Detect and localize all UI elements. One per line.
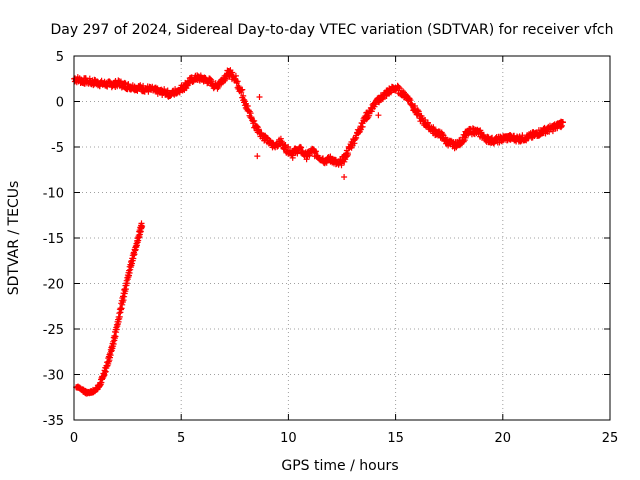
x-axis-label: GPS time / hours [281, 458, 398, 474]
y-tick-label: -30 [43, 369, 64, 384]
data-point [264, 134, 270, 141]
y-tick-label: -25 [43, 323, 64, 338]
y-tick-label: -35 [43, 414, 64, 429]
data-point [251, 117, 258, 124]
data-point [406, 96, 413, 103]
data-point [352, 136, 359, 143]
data-point [138, 220, 145, 227]
tick-labels: 0 5 10 15 20 25 5 0 -5 -10 -15 -20 -25 -30 -35 [43, 50, 619, 446]
data-point [282, 144, 289, 151]
y-tick-label: -10 [43, 187, 64, 202]
x-tick-label: 10 [280, 431, 297, 446]
y-tick-label: 5 [56, 50, 64, 65]
data-point [234, 78, 241, 85]
data-point [400, 88, 406, 95]
data-point [344, 150, 351, 157]
data-point [558, 124, 565, 131]
data-point [480, 131, 487, 138]
x-tick-label: 20 [495, 431, 512, 446]
data-points [71, 67, 566, 397]
data-point [176, 88, 183, 95]
data-point [558, 122, 565, 129]
x-tick-label: 5 [177, 431, 185, 446]
data-point [341, 174, 348, 180]
x-tick-label: 0 [70, 431, 78, 446]
plot-frame [73, 55, 611, 421]
data-point [344, 153, 351, 160]
data-point [229, 69, 236, 76]
y-tick-label: -15 [43, 232, 64, 247]
data-point [289, 154, 296, 161]
data-point [256, 94, 263, 100]
x-tick-label: 15 [387, 431, 404, 446]
data-point [298, 144, 305, 151]
y-tick-label: -20 [43, 278, 64, 293]
data-point [409, 101, 416, 108]
data-point [208, 78, 215, 85]
data-point [359, 120, 366, 127]
data-point [254, 153, 261, 160]
x-tick-label: 25 [602, 431, 619, 446]
data-point [239, 86, 246, 93]
data-point [379, 95, 386, 102]
data-point [312, 148, 319, 155]
y-tick-label: 0 [56, 96, 64, 111]
data-point [255, 126, 262, 133]
data-point [559, 119, 566, 126]
data-point [248, 114, 255, 121]
data-point [424, 120, 431, 127]
grid [74, 56, 610, 420]
data-point [375, 112, 382, 119]
y-tick-label: -5 [51, 141, 64, 156]
chart-title: Day 297 of 2024, Sidereal Day-to-day VTE… [50, 22, 613, 38]
data-point [524, 135, 531, 142]
y-axis-label: SDTVAR / TECUs [6, 181, 22, 296]
data-point [285, 143, 292, 150]
